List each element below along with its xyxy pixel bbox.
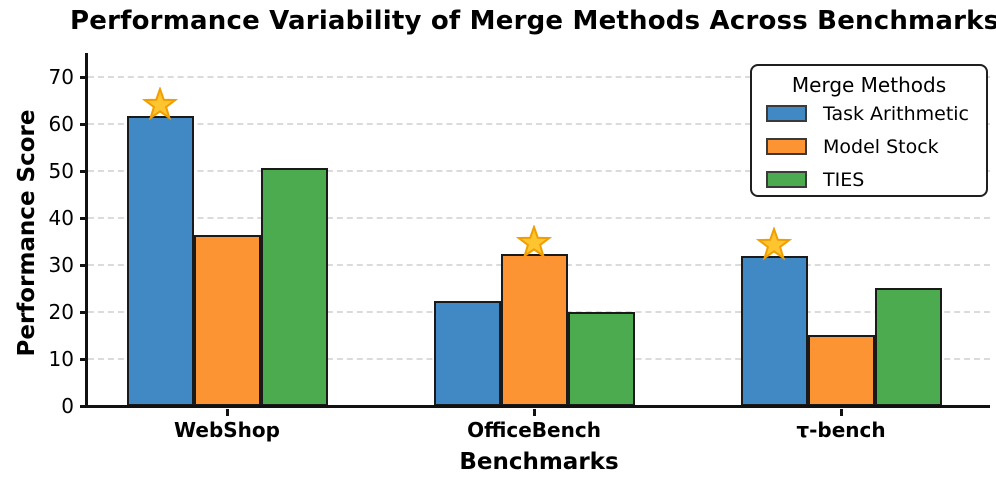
legend: Merge Methods Task Arithmetic Model Stock…	[750, 64, 988, 197]
y-tick-mark	[80, 76, 88, 79]
bar-bench-ties	[875, 288, 942, 406]
legend-swatch-model-stock	[766, 138, 807, 155]
bar-officebench-ties	[568, 312, 635, 406]
x-tick-mark	[226, 409, 229, 416]
y-tick-label: 60	[48, 112, 74, 136]
legend-entry-ties: TIES	[752, 163, 986, 196]
x-category-label-bench: τ-bench	[796, 418, 886, 442]
y-tick-mark	[80, 405, 88, 408]
legend-entry-task-arithmetic: Task Arithmetic	[752, 97, 986, 130]
y-tick-label: 40	[48, 206, 74, 230]
x-axis-label: Benchmarks	[459, 449, 619, 475]
legend-title: Merge Methods	[791, 73, 947, 97]
y-tick-label: 50	[48, 159, 74, 183]
legend-label: Task Arithmetic	[823, 102, 969, 125]
x-category-label-officebench: OfficeBench	[467, 418, 601, 442]
y-tick-label: 70	[48, 65, 74, 89]
bar-webshop-model-stock	[194, 235, 261, 406]
y-tick-mark	[80, 358, 88, 361]
bar-bench-model-stock	[808, 335, 875, 406]
gridline-y-50	[88, 170, 990, 172]
y-axis-spine	[85, 53, 88, 408]
bar-officebench-task-arithmetic	[434, 301, 501, 406]
chart-title: Performance Variability of Merge Methods…	[70, 6, 996, 36]
best-score-star-icon	[515, 223, 553, 259]
x-tick-mark	[840, 409, 843, 416]
legend-entries: Task Arithmetic Model Stock TIES	[752, 97, 986, 196]
y-axis-label: Performance Score	[14, 109, 40, 357]
bar-webshop-ties	[261, 168, 328, 406]
plot-area: Merge Methods Task Arithmetic Model Stock…	[49, 55, 990, 442]
y-tick-label: 10	[48, 347, 74, 371]
bar-officebench-model-stock	[501, 254, 568, 406]
gridline-y-70	[88, 76, 990, 78]
legend-entry-model-stock: Model Stock	[752, 130, 986, 163]
bar-webshop-task-arithmetic	[127, 116, 194, 406]
y-tick-label: 0	[61, 394, 74, 418]
y-tick-mark	[80, 170, 88, 173]
y-tick-mark	[80, 217, 88, 220]
gridline-y-40	[88, 217, 990, 219]
best-score-star-icon	[141, 85, 179, 121]
y-tick-mark	[80, 123, 88, 126]
x-tick-mark	[533, 409, 536, 416]
x-category-label-webshop: WebShop	[174, 418, 280, 442]
gridline-y-60	[88, 123, 990, 125]
legend-swatch-ties	[766, 171, 807, 188]
legend-swatch-task-arithmetic	[766, 105, 807, 122]
legend-label: TIES	[823, 168, 865, 191]
y-tick-mark	[80, 311, 88, 314]
y-tick-label: 20	[48, 300, 74, 324]
legend-label: Model Stock	[823, 135, 939, 158]
x-axis-spine	[85, 405, 990, 408]
y-tick-label: 30	[48, 253, 74, 277]
bar-bench-task-arithmetic	[741, 256, 808, 406]
best-score-star-icon	[755, 225, 793, 261]
y-tick-mark	[80, 264, 88, 267]
